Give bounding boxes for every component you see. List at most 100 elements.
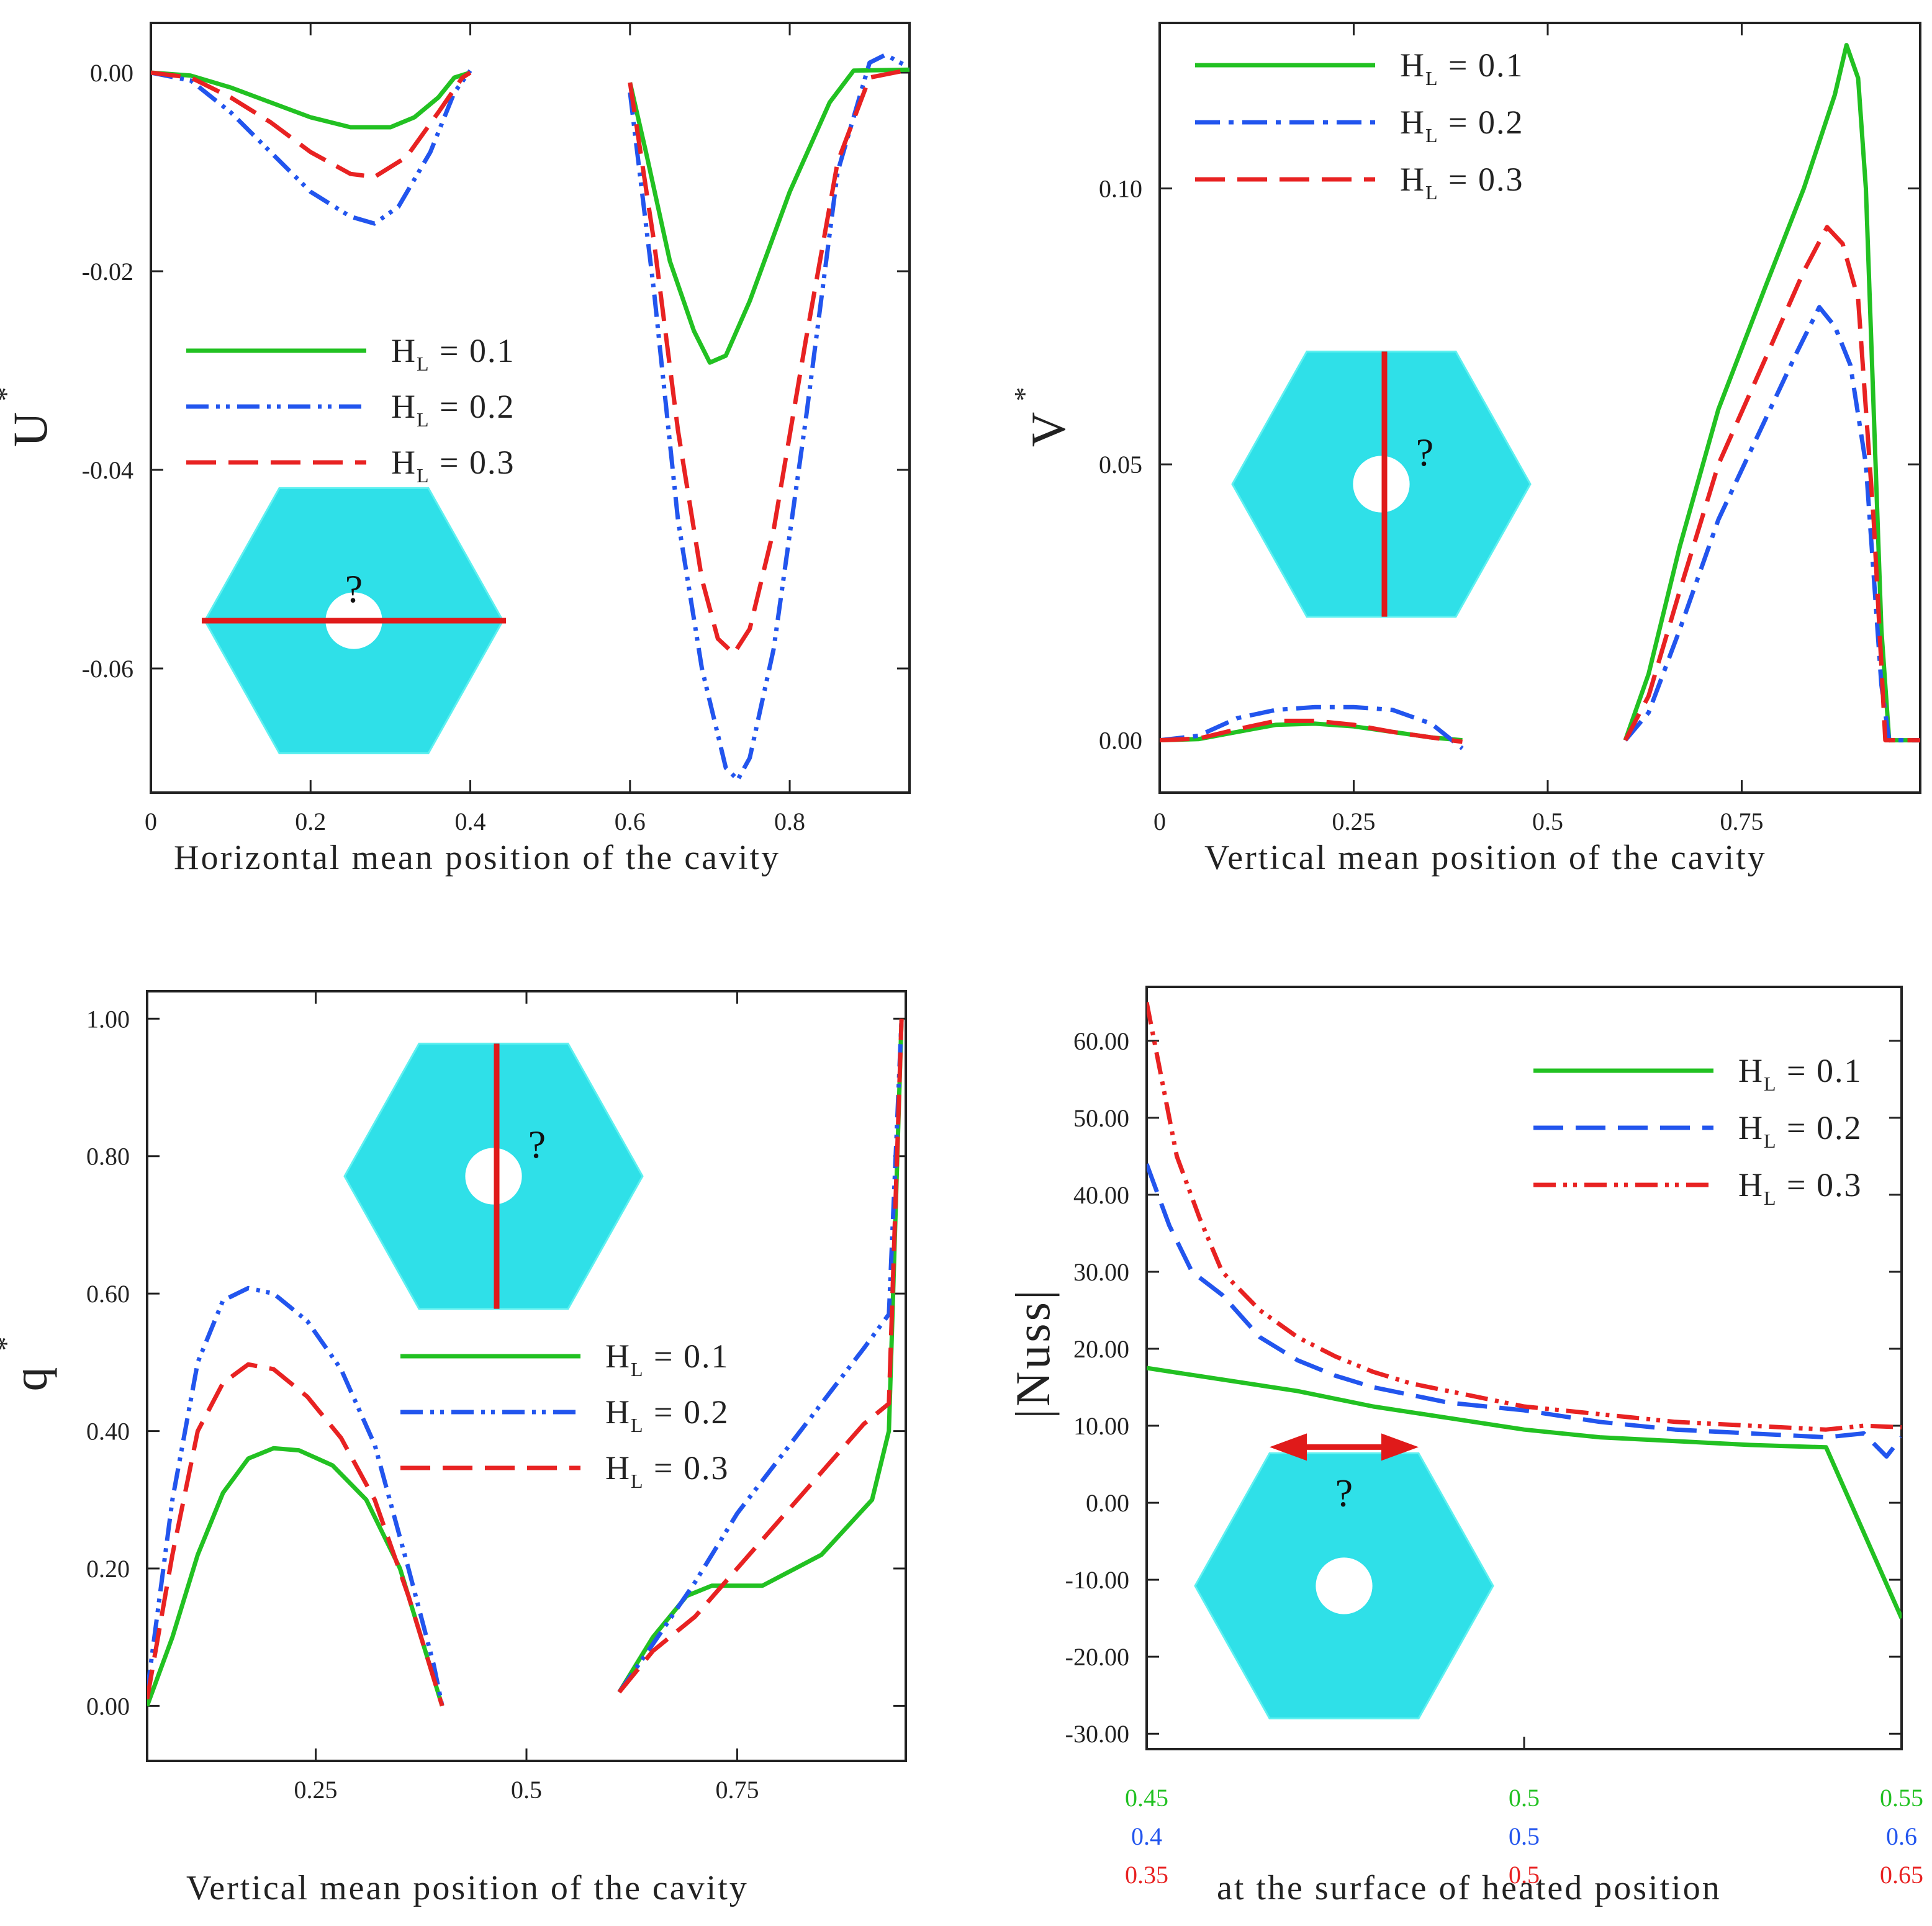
- legend-label-1-1: HL = 0.2: [1400, 104, 1524, 146]
- legend-label-2-1: HL = 0.2: [605, 1393, 729, 1436]
- y-axis-title-sup-2: *: [0, 1337, 22, 1351]
- chart-panel-top-right: ? 0.00 0.05 0.10 0 0.25 0.5 0.75 Vertical mean p…: [1008, 22, 1921, 877]
- x-tick-label-1-1: 0.25: [1332, 808, 1376, 835]
- y-tick-label-3-2: 40.00: [1073, 1181, 1129, 1209]
- series-line-2-2-0: [147, 1362, 445, 1707]
- x-tick-label-3-0-2: 0.55: [1880, 1784, 1923, 1812]
- legend-label-3-1: HL = 0.2: [1738, 1109, 1862, 1152]
- inset-arrow-head-left-3: [1270, 1433, 1307, 1461]
- x-axis-title-2: Vertical mean position of the cavity: [186, 1869, 749, 1907]
- series-line-1-1-0: [1160, 704, 1464, 750]
- inset-question-mark-0: ?: [345, 567, 363, 611]
- x-tick-label-0-4: 0.8: [774, 808, 805, 835]
- y-axis-title-0: U: [3, 410, 57, 447]
- series-line-3-2-0: [1147, 1002, 1902, 1432]
- x-tick-label-0-0: 0: [145, 808, 157, 835]
- x-tick-label-0-2: 0.4: [455, 808, 486, 835]
- chart-panel-bottom-right: ? 60.00 50.00 40.00 30.00 20.00 10.00 0.00 -10.0…: [1006, 986, 1923, 1907]
- legend-label-1-0: HL = 0.1: [1400, 47, 1524, 89]
- series-line-0-1-0: [151, 69, 472, 226]
- x-tick-label-2-0: 0.25: [294, 1776, 338, 1804]
- x-tick-label-1-0: 0: [1153, 808, 1166, 835]
- x-tick-label-2-2: 0.75: [715, 1776, 759, 1804]
- series-line-1-0-1: [1623, 43, 1920, 743]
- y-tick-label-3-6: 0.00: [1086, 1489, 1129, 1517]
- y-tick-label-3-8: -20.00: [1065, 1643, 1129, 1671]
- legend-label-3-0: HL = 0.1: [1738, 1052, 1862, 1095]
- x-tick-label-3-1-2: 0.6: [1886, 1822, 1917, 1850]
- series-line-3-1-0: [1147, 1163, 1902, 1459]
- legend-label-2-0: HL = 0.1: [605, 1338, 729, 1380]
- x-tick-label-3-0-1: 0.5: [1509, 1784, 1540, 1812]
- x-tick-label-1-2: 0.5: [1532, 808, 1563, 835]
- y-axis-title-sup-0: *: [0, 387, 22, 402]
- plot-frame-1: [1158, 22, 1921, 794]
- y-axis-title-sup-1: *: [1008, 387, 1040, 402]
- series-line-0-1-1: [628, 52, 910, 782]
- legend-label-3-2: HL = 0.3: [1738, 1166, 1862, 1209]
- y-tick-label-3-3: 30.00: [1073, 1258, 1129, 1286]
- x-tick-label-0-1: 0.2: [295, 808, 326, 835]
- y-axis-title-1: V: [1021, 410, 1075, 447]
- y-tick-label-0-3: -0.06: [82, 655, 133, 683]
- x-tick-label-3-2-1: 0.5: [1509, 1861, 1540, 1889]
- y-tick-label-3-9: -30.00: [1065, 1720, 1129, 1748]
- x-tick-label-3-0-0: 0.45: [1125, 1784, 1168, 1812]
- y-tick-label-1-0: 0.00: [1099, 727, 1142, 755]
- series-line-0-0-1: [628, 67, 910, 365]
- y-tick-label-2-1: 0.20: [86, 1555, 130, 1583]
- chart-panel-bottom-left: ? 0.00 0.20 0.40 0.60 0.80 1.00 0.25 0.5 0.75 Vert…: [0, 990, 907, 1907]
- inset-arrow-head-right-3: [1381, 1433, 1419, 1461]
- series-line-1-2-1: [1623, 225, 1920, 743]
- inset-hole-2: [465, 1148, 522, 1205]
- y-tick-label-0-1: -0.02: [82, 258, 133, 286]
- x-tick-label-1-3: 0.75: [1720, 808, 1764, 835]
- x-tick-label-3-1-1: 0.5: [1509, 1822, 1540, 1850]
- y-tick-label-3-5: 10.00: [1073, 1412, 1129, 1440]
- legend-label-2-2: HL = 0.3: [605, 1449, 729, 1492]
- chart-panel-top-left: ? 0.00 -0.02 -0.04 -0.06 0 0.2 0.4 0.6 0.8 Horizon…: [0, 22, 911, 877]
- series-line-2-0-1: [617, 1019, 904, 1694]
- x-tick-label-0-3: 0.6: [615, 808, 646, 835]
- x-axis-title-3: at the surface of heated position: [1217, 1869, 1722, 1907]
- x-tick-label-3-1-0: 0.4: [1131, 1822, 1162, 1850]
- x-axis-title-0: Horizontal mean position of the cavity: [174, 839, 780, 877]
- series-line-2-2-1: [617, 1019, 904, 1694]
- series-line-2-1-1: [617, 1019, 904, 1694]
- y-tick-label-2-2: 0.40: [86, 1418, 130, 1446]
- x-tick-label-3-2-2: 0.65: [1880, 1861, 1923, 1889]
- x-tick-label-2-1: 0.5: [511, 1776, 542, 1804]
- series-line-0-2-0: [151, 70, 472, 179]
- y-tick-label-3-7: -10.00: [1065, 1566, 1129, 1594]
- y-tick-label-3-4: 20.00: [1073, 1335, 1129, 1363]
- y-tick-label-3-1: 50.00: [1073, 1104, 1129, 1132]
- legend-label-0-0: HL = 0.1: [391, 332, 515, 375]
- y-tick-label-2-4: 0.80: [86, 1143, 130, 1171]
- inset-question-mark-1: ?: [1416, 430, 1433, 474]
- series-line-0-0-0: [151, 70, 471, 130]
- y-tick-label-1-1: 0.05: [1099, 451, 1142, 479]
- inset-question-mark-3: ?: [1335, 1470, 1353, 1514]
- series-line-1-2-0: [1160, 718, 1463, 744]
- series-line-3-0-0: [1147, 1366, 1902, 1619]
- legend-label-1-2: HL = 0.3: [1400, 161, 1524, 204]
- y-axis-title-2: q: [3, 1365, 57, 1392]
- legend-label-0-1: HL = 0.2: [391, 388, 515, 431]
- y-tick-label-0-2: -0.04: [82, 456, 133, 484]
- series-line-0-2-1: [628, 67, 910, 656]
- x-tick-label-3-2-0: 0.35: [1125, 1861, 1168, 1889]
- legend-label-0-2: HL = 0.3: [391, 444, 515, 487]
- y-tick-label-0-0: 0.00: [90, 59, 133, 87]
- x-axis-title-1: Vertical mean position of the cavity: [1204, 839, 1767, 877]
- y-tick-label-3-0: 60.00: [1073, 1027, 1129, 1055]
- series-line-2-0-0: [147, 1446, 445, 1707]
- y-tick-label-2-5: 1.00: [86, 1005, 130, 1033]
- series-line-2-1-0: [147, 1285, 445, 1707]
- y-tick-label-2-3: 0.60: [86, 1280, 130, 1308]
- plot-frame-0: [150, 22, 911, 794]
- y-axis-title-3: |Nuss|: [1006, 1287, 1060, 1418]
- y-tick-label-2-0: 0.00: [86, 1692, 130, 1720]
- inset-hole-1: [1353, 456, 1410, 513]
- y-tick-label-1-2: 0.10: [1099, 175, 1142, 203]
